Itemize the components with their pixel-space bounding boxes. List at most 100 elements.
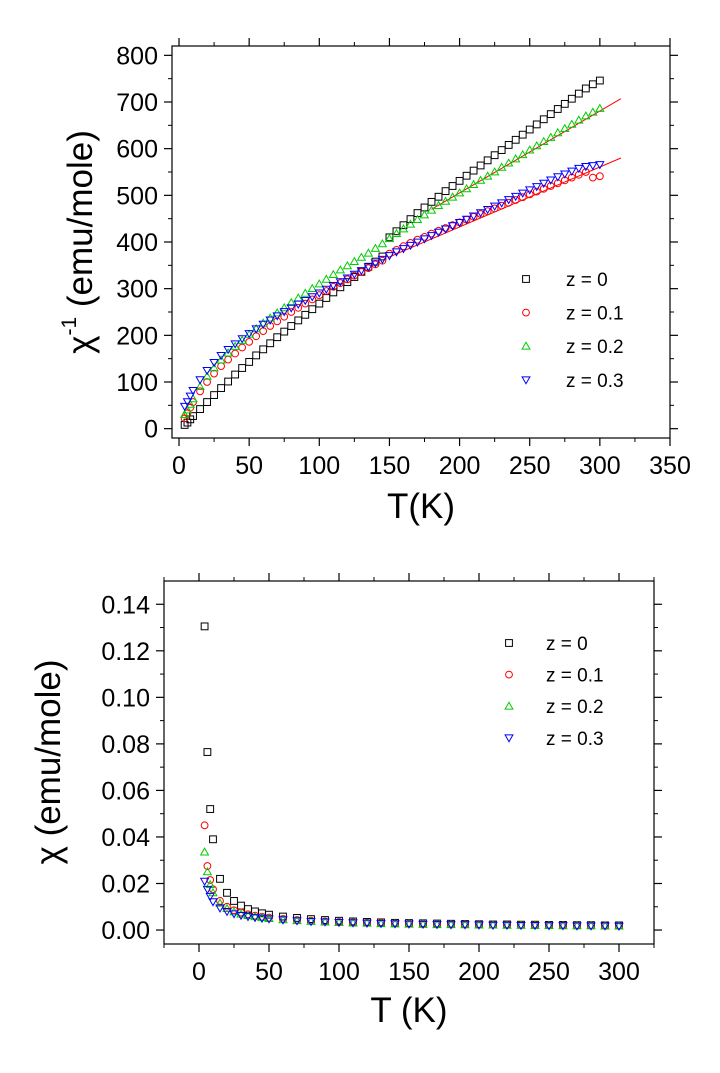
data-point xyxy=(391,228,402,237)
data-point xyxy=(292,915,302,925)
x-tick-label: 50 xyxy=(235,452,263,480)
x-tick-label: 300 xyxy=(598,958,640,986)
data-point xyxy=(259,345,268,354)
data-point xyxy=(286,297,297,307)
data-point xyxy=(210,369,218,378)
data-point xyxy=(342,274,353,283)
data-point xyxy=(250,911,260,921)
data-point xyxy=(237,901,245,910)
x-tick-label: 100 xyxy=(298,452,340,480)
y-axis-title: χ-1 (emu/mole) xyxy=(58,130,100,354)
data-point xyxy=(252,332,261,341)
data-point xyxy=(588,107,598,116)
data-point xyxy=(195,381,205,391)
data-point xyxy=(399,221,408,230)
x-tick-label: 150 xyxy=(369,452,411,480)
data-point xyxy=(335,265,346,274)
data-point xyxy=(433,228,444,238)
y-tick-label: 500 xyxy=(116,182,158,210)
data-point xyxy=(475,175,486,184)
y-tick-label: 300 xyxy=(116,276,158,304)
data-point xyxy=(516,921,526,931)
data-point xyxy=(462,171,471,180)
data-point xyxy=(237,335,247,344)
data-point xyxy=(222,908,232,917)
data-point xyxy=(497,201,506,210)
data-point xyxy=(223,902,231,911)
data-point xyxy=(216,874,224,883)
data-point xyxy=(384,252,395,261)
data-point xyxy=(273,333,282,342)
data-point xyxy=(586,920,596,930)
data-point xyxy=(349,270,360,280)
data-point xyxy=(482,205,493,215)
data-point xyxy=(199,847,210,856)
data-point xyxy=(215,898,225,907)
data-point xyxy=(314,279,325,288)
data-point xyxy=(335,278,346,287)
data-point xyxy=(461,215,472,225)
x-tick-label: 250 xyxy=(528,958,570,986)
data-point xyxy=(553,127,563,137)
data-point xyxy=(250,914,260,923)
y-tick-label: 0.04 xyxy=(101,824,150,852)
data-point xyxy=(405,241,416,251)
data-point xyxy=(334,918,344,928)
data-point xyxy=(447,222,458,231)
data-point xyxy=(460,921,470,930)
data-point xyxy=(280,327,289,336)
data-point xyxy=(223,348,233,357)
y-tick-label: 600 xyxy=(116,136,158,164)
x-tick-label: 0 xyxy=(172,452,186,480)
data-point xyxy=(504,198,513,207)
x-tick-label: 150 xyxy=(388,958,430,986)
data-point xyxy=(229,910,239,919)
data-point xyxy=(586,922,596,931)
data-point xyxy=(216,352,226,361)
data-point xyxy=(328,269,339,279)
data-point xyxy=(306,918,316,927)
data-point xyxy=(188,387,198,396)
data-point xyxy=(545,132,556,141)
data-point xyxy=(251,323,261,333)
data-point xyxy=(558,922,568,931)
data-point xyxy=(238,364,247,372)
data-point xyxy=(377,255,388,265)
data-point xyxy=(574,115,584,124)
data-point xyxy=(412,214,423,223)
data-point xyxy=(356,267,367,276)
data-point xyxy=(322,294,331,302)
data-point xyxy=(245,337,254,346)
y-tick-label: 0.12 xyxy=(101,638,150,666)
data-point xyxy=(287,322,296,330)
data-point xyxy=(510,154,521,163)
data-point xyxy=(202,885,213,895)
data-point xyxy=(238,343,247,352)
data-point xyxy=(517,149,528,159)
data-point xyxy=(532,187,541,196)
data-point xyxy=(251,325,261,334)
series-2 xyxy=(199,847,624,930)
data-point xyxy=(179,402,190,412)
data-point xyxy=(321,285,332,295)
series-0 xyxy=(180,76,604,429)
data-point xyxy=(448,182,457,190)
data-point xyxy=(476,161,485,170)
data-point xyxy=(287,308,296,316)
x-tick-label: 200 xyxy=(458,958,500,986)
series-1 xyxy=(200,821,623,930)
y-tick-label: 800 xyxy=(116,42,158,70)
data-point xyxy=(252,351,261,360)
legend-label: z = 0.1 xyxy=(566,304,624,325)
data-point xyxy=(314,289,325,298)
data-point xyxy=(581,168,590,176)
data-point xyxy=(446,919,456,929)
data-point xyxy=(511,196,520,204)
data-point xyxy=(502,921,512,931)
data-point xyxy=(306,916,316,925)
data-point xyxy=(196,405,204,413)
data-point xyxy=(243,913,253,922)
data-point xyxy=(231,370,240,379)
data-point xyxy=(209,363,219,372)
data-point xyxy=(560,123,570,132)
